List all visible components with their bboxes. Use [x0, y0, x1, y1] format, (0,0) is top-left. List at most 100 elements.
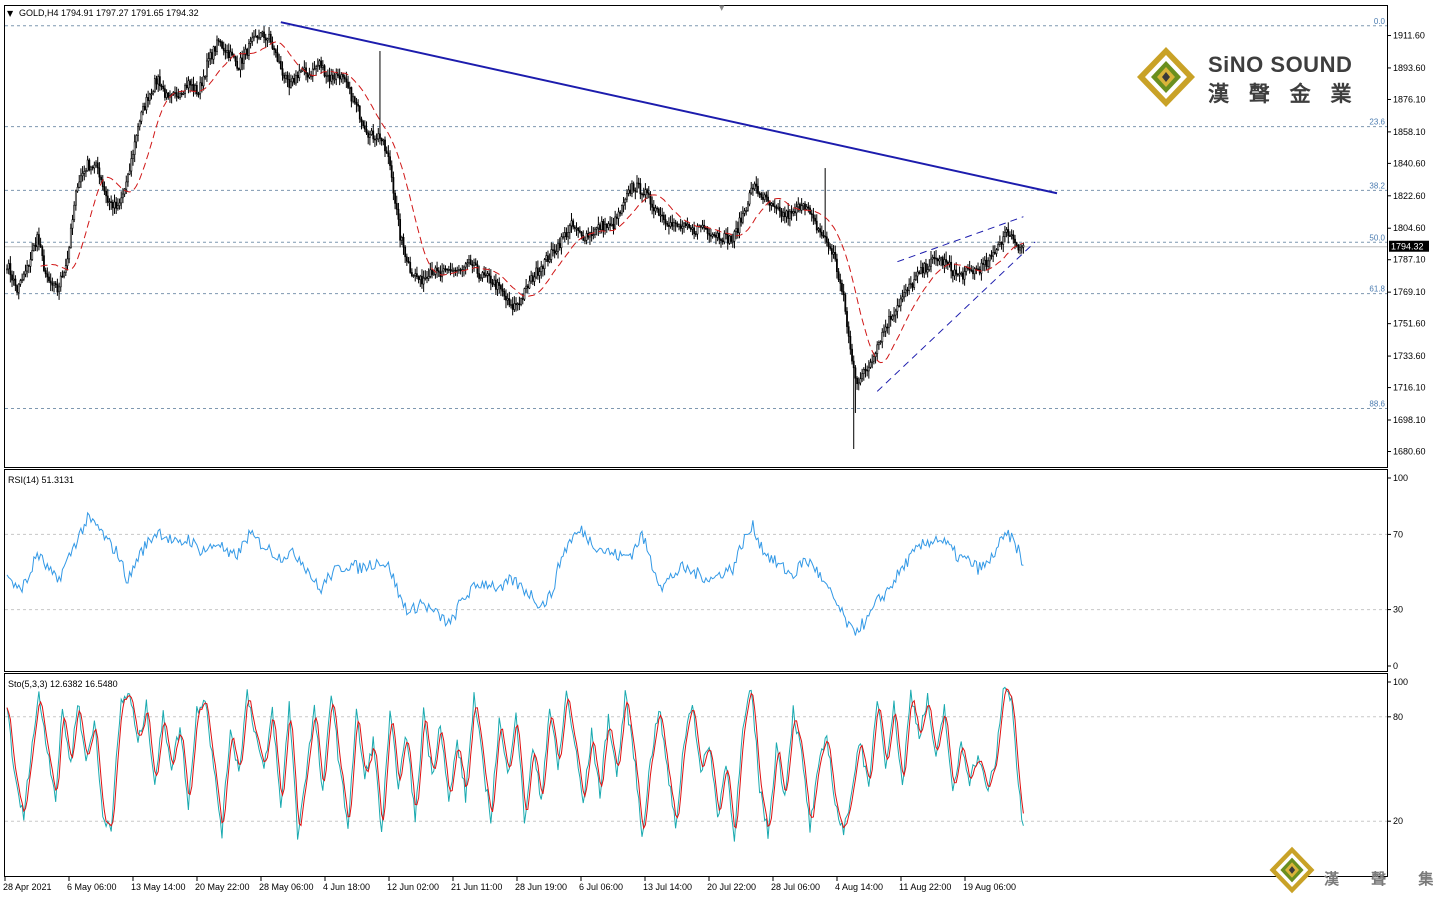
candle-body: [960, 272, 963, 275]
candle-body: [851, 348, 853, 362]
candle-body: [231, 51, 234, 56]
candle-body: [547, 255, 549, 262]
candle-body: [641, 193, 643, 196]
candle-body: [775, 206, 778, 209]
candle-body: [22, 273, 25, 280]
rsi-levels: [5, 533, 1387, 611]
price-tick-label: 1716.10: [1393, 383, 1426, 393]
candle-body: [308, 74, 311, 78]
scroll-marker-icon[interactable]: ▼: [719, 4, 725, 12]
candle-body: [496, 282, 499, 290]
candle-body: [631, 183, 633, 194]
candle-body: [604, 223, 606, 232]
candle-body: [279, 60, 282, 69]
candle-body: [56, 284, 59, 293]
candle-body: [321, 65, 324, 68]
candle-body: [29, 259, 32, 267]
candle-body: [150, 93, 153, 96]
candle-body: [572, 220, 575, 228]
candle-body: [122, 193, 124, 199]
fib-label: 50.0: [1369, 233, 1385, 242]
candle-body: [414, 273, 417, 276]
candle-body: [219, 41, 222, 43]
candle-body: [479, 277, 482, 280]
candle-body: [738, 217, 741, 234]
time-tick-label: 6 Jul 06:00: [579, 882, 623, 892]
candle-body: [286, 74, 289, 80]
candle-body: [627, 189, 630, 194]
candle-body: [716, 232, 719, 238]
candle-body: [340, 74, 343, 80]
candle-body: [51, 282, 54, 286]
candle-body: [187, 80, 190, 89]
candle-body: [488, 273, 491, 277]
fib-label: 88.6: [1369, 399, 1385, 408]
candle-body: [540, 266, 543, 272]
candle-body: [374, 138, 376, 141]
candle-body: [955, 269, 958, 275]
candle-body: [328, 74, 331, 82]
candle-body: [980, 262, 983, 274]
candle-body: [693, 227, 696, 235]
candle-body: [24, 270, 27, 275]
current-price-label: 1794.32: [1391, 242, 1424, 252]
candle-body: [478, 273, 480, 279]
candle-body: [16, 285, 18, 293]
candle-body: [555, 251, 558, 254]
candle-body: [155, 78, 158, 85]
candle-body: [1007, 229, 1010, 236]
candle-body: [473, 262, 475, 267]
downtrend-line[interactable]: [280, 21, 1058, 195]
candle-body: [696, 225, 699, 235]
candle-body: [36, 234, 39, 248]
candle-body: [323, 65, 326, 77]
candle-body: [988, 255, 991, 262]
candle-body: [804, 203, 806, 210]
candle-body: [214, 46, 217, 52]
candle-body: [777, 206, 780, 209]
candle-body: [619, 211, 622, 214]
candle-body: [330, 74, 333, 82]
candle-body: [800, 205, 803, 211]
channel-upper-line[interactable]: [897, 216, 1024, 263]
candle-body: [53, 282, 55, 286]
candle-body: [958, 273, 961, 276]
candle-body: [683, 222, 685, 227]
candle-body: [940, 257, 942, 260]
candle-body: [965, 267, 968, 272]
candle-body: [807, 206, 810, 209]
channel-lower-line[interactable]: [876, 241, 1036, 392]
candle-body: [284, 74, 287, 79]
candle-body: [814, 217, 816, 222]
candle-body: [671, 222, 674, 227]
candle-body: [1012, 234, 1015, 240]
candle-body: [931, 257, 934, 260]
candle-body: [81, 173, 84, 177]
candle-body: [489, 275, 492, 284]
candle-body: [140, 111, 143, 122]
candle-body: [1014, 238, 1016, 243]
candle-body: [350, 87, 353, 102]
fib-label: 61.8: [1369, 285, 1385, 294]
time-tick-label: 28 Jul 06:00: [771, 882, 820, 892]
candle-body: [893, 314, 895, 317]
time-tick-label: 4 Jun 18:00: [323, 882, 370, 892]
chart-collapse-icon[interactable]: ▼: [7, 9, 14, 18]
candle-body: [899, 298, 902, 307]
candle-body: [48, 276, 50, 282]
candle-body: [483, 272, 486, 276]
candle-body: [370, 130, 373, 135]
candle-body: [684, 222, 687, 227]
candle-body: [481, 272, 484, 279]
candle-body: [562, 236, 564, 239]
candle-body: [602, 221, 605, 232]
candle-body: [501, 288, 504, 292]
price-tick-label: 1733.60: [1393, 351, 1426, 361]
candle-body: [261, 31, 264, 34]
candle-body: [626, 193, 628, 200]
candle-body: [589, 232, 591, 238]
candle-body: [237, 68, 240, 70]
candle-body: [962, 272, 964, 280]
candle-body: [632, 183, 635, 191]
